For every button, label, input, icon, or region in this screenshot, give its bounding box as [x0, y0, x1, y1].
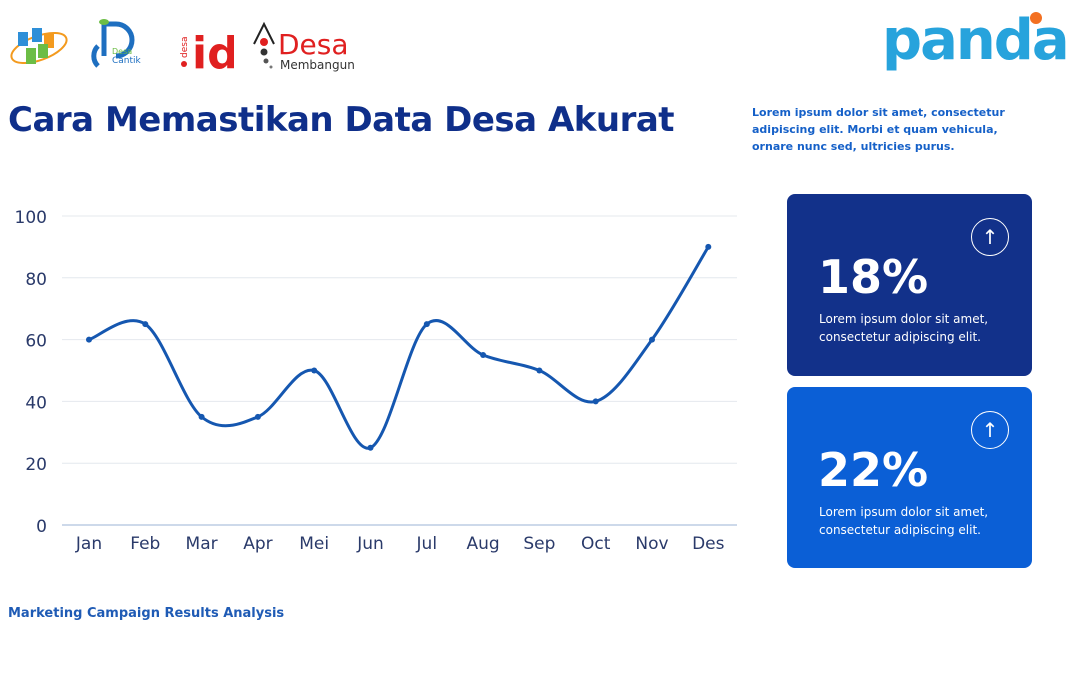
- x-tick-label: Des: [692, 534, 725, 554]
- x-tick-label: Nov: [635, 534, 668, 554]
- line-chart: 0 20 40 60 80 100 Jan Feb Mar Apr Mei Jun Jul Aug Sep O…: [15, 208, 737, 554]
- arrow-up-circle-icon: ↑: [971, 218, 1009, 256]
- svg-text:desa: desa: [180, 37, 190, 58]
- data-point: [592, 398, 599, 405]
- footer-caption: Marketing Campaign Results Analysis: [8, 606, 285, 621]
- data-point: [705, 243, 712, 250]
- panda-logo-dot: [1030, 12, 1042, 24]
- data-point: [480, 352, 487, 359]
- x-tick-label: Jan: [75, 534, 102, 554]
- svg-text:Membangun: Membangun: [280, 58, 355, 72]
- header-description: Lorem ipsum dolor sit amet, consectetur …: [752, 106, 1005, 153]
- data-point: [367, 444, 374, 451]
- desa-id-logo: id desa: [178, 16, 239, 79]
- x-tick-label: Oct: [581, 534, 611, 554]
- data-point: [142, 321, 149, 328]
- data-point: [198, 413, 205, 420]
- data-point: [86, 336, 92, 343]
- x-tick-label: Feb: [130, 534, 160, 554]
- stat-value: 18%: [818, 250, 929, 304]
- stat-value: 22%: [818, 443, 929, 497]
- y-tick-label: 60: [25, 332, 47, 352]
- stat-text: Lorem ipsum dolor sit amet, consectetur …: [819, 312, 989, 344]
- data-point: [649, 336, 655, 343]
- x-tick-label: Mar: [186, 534, 218, 554]
- x-tick-label: Aug: [466, 534, 499, 554]
- desa-cantik-logo: Desa Cantik: [90, 16, 152, 72]
- x-tick-label: Jun: [356, 534, 384, 554]
- data-point: [311, 367, 318, 374]
- desa-membangun-logo: Desa Membangun: [252, 20, 362, 74]
- y-tick-label: 0: [36, 517, 47, 537]
- stat-card-1: ↑ 18% Lorem ipsum dolor sit amet, consec…: [787, 194, 1032, 376]
- svg-text:id: id: [192, 28, 234, 72]
- series-line: [88, 246, 710, 450]
- x-tick-label: Sep: [523, 534, 555, 554]
- data-point: [254, 413, 261, 420]
- y-tick-label: 100: [15, 208, 47, 228]
- svg-text:Desa: Desa: [112, 47, 132, 56]
- bps-logo: [8, 22, 70, 70]
- svg-text:Desa: Desa: [278, 28, 349, 61]
- y-tick-label: 20: [25, 455, 47, 475]
- stat-card-2: ↑ 22% Lorem ipsum dolor sit amet, consec…: [787, 387, 1032, 568]
- y-tick-label: 40: [25, 393, 47, 413]
- page-title: Cara Memastikan Data Desa Akurat: [8, 100, 675, 140]
- y-tick-label: 80: [25, 270, 47, 290]
- data-point: [423, 321, 430, 328]
- stat-text: Lorem ipsum dolor sit amet, consectetur …: [819, 505, 989, 537]
- svg-text:Cantik: Cantik: [112, 56, 142, 66]
- x-tick-label: Jul: [416, 534, 438, 554]
- x-tick-label: Apr: [243, 534, 272, 554]
- x-tick-label: Mei: [299, 534, 329, 554]
- data-point: [536, 367, 543, 374]
- arrow-up-circle-icon: ↑: [971, 411, 1009, 449]
